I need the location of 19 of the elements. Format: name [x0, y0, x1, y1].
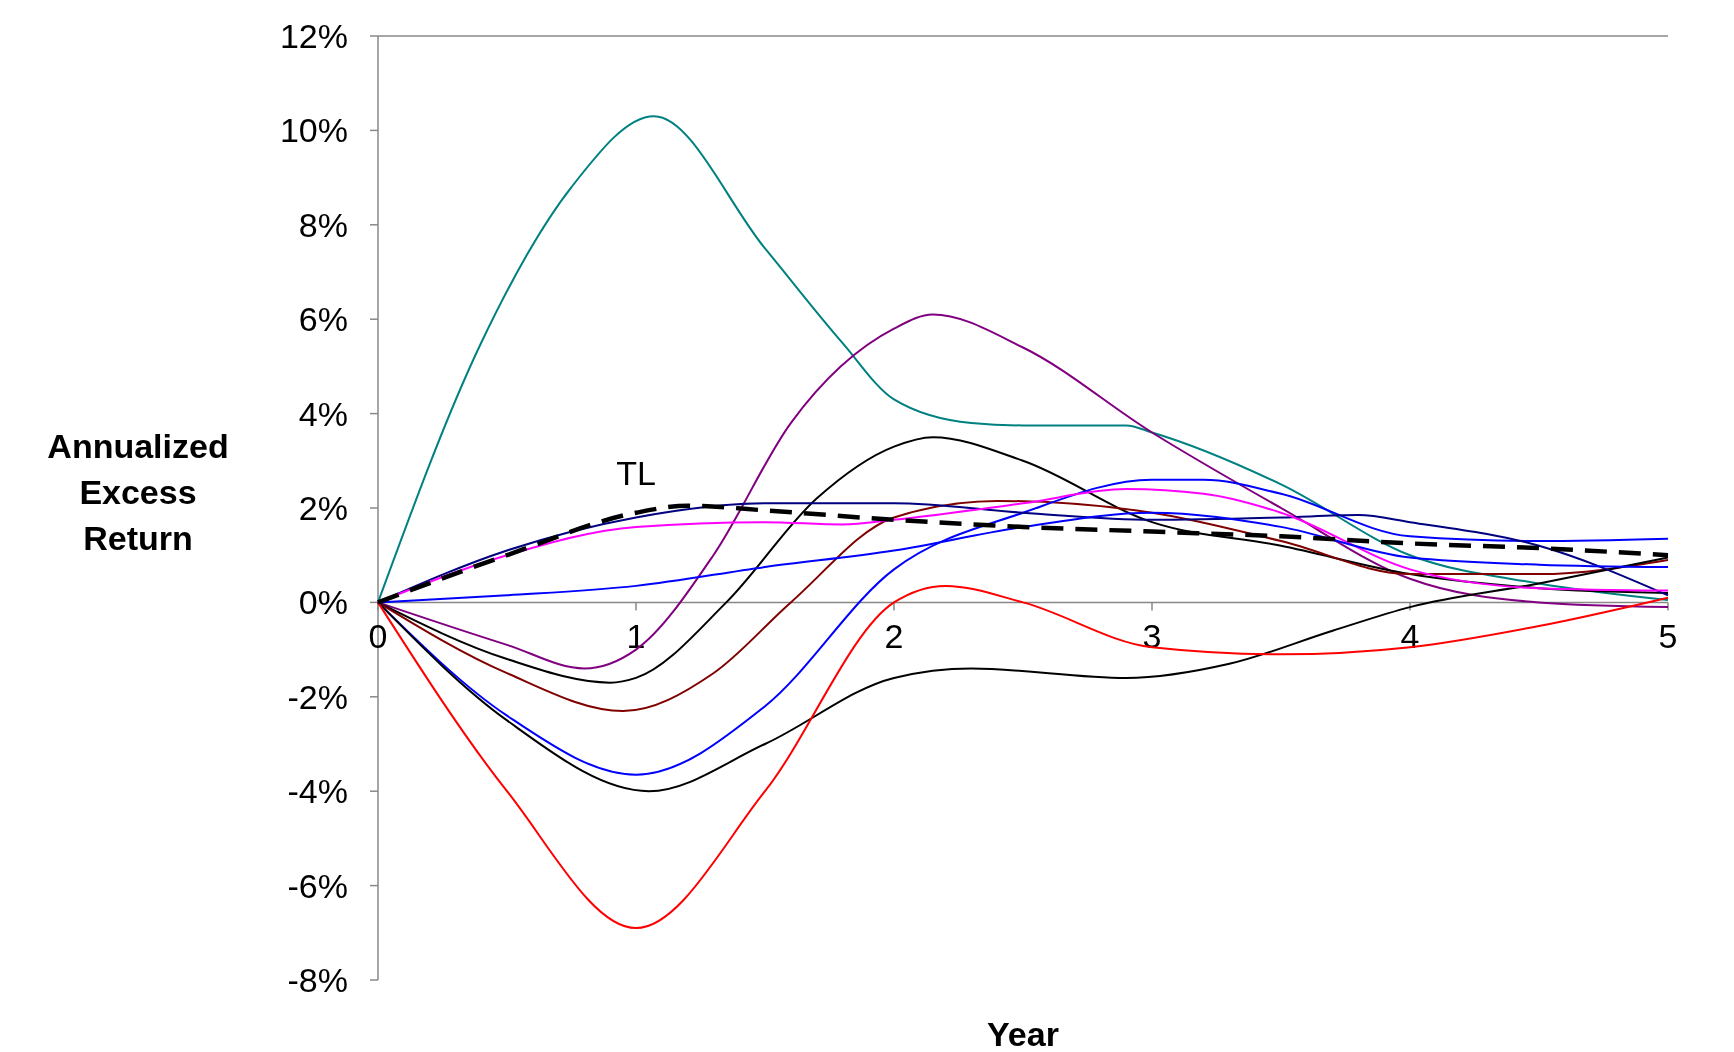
x-tick-label: 2 — [884, 617, 904, 656]
series-label: TL — [616, 453, 656, 492]
y-tick-label: -4% — [287, 772, 348, 811]
y-tick-label: 12% — [279, 16, 348, 55]
y-tick-label: 6% — [298, 300, 348, 339]
y-tick-label: 8% — [298, 205, 348, 244]
y-tick-label: 4% — [298, 394, 348, 433]
y-tick-label: -2% — [287, 677, 348, 716]
x-tick-label: 1 — [626, 617, 646, 656]
y-tick-label: 2% — [298, 488, 348, 527]
y-tick-label: -8% — [287, 960, 348, 999]
x-axis-title: Year — [987, 1015, 1059, 1052]
y-tick-label: -6% — [287, 866, 348, 905]
y-axis-title: Annualized Excess Return — [47, 427, 229, 557]
x-tick-label: 4 — [1400, 617, 1420, 656]
x-tick-label: 5 — [1658, 617, 1678, 656]
x-tick-label: 0 — [368, 617, 388, 656]
y-tick-label: 10% — [279, 111, 348, 150]
y-tick-label: 0% — [298, 583, 348, 622]
